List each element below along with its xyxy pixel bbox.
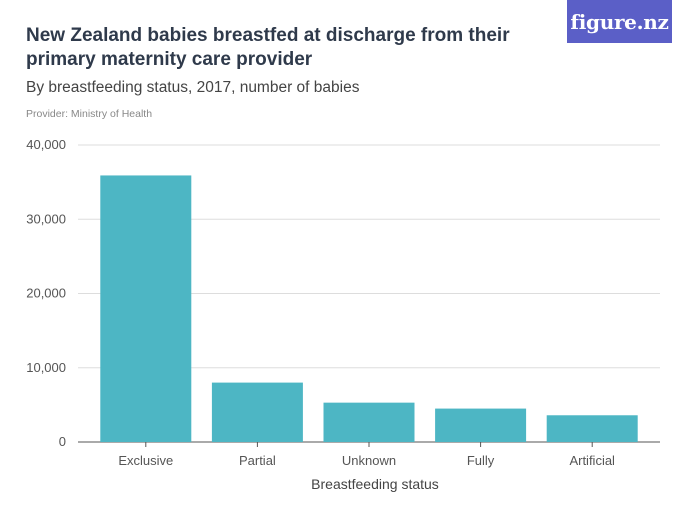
x-tick-label: Unknown bbox=[342, 453, 396, 468]
bar-artificial bbox=[546, 415, 638, 442]
y-tick-label: 0 bbox=[59, 434, 66, 449]
bar-unknown bbox=[323, 402, 415, 442]
figure-nz-logo[interactable]: figure.nz bbox=[567, 0, 672, 43]
x-tick-label: Exclusive bbox=[118, 453, 173, 468]
x-tick-label: Fully bbox=[467, 453, 495, 468]
y-tick-label: 10,000 bbox=[26, 360, 66, 375]
x-tick-label: Partial bbox=[239, 453, 276, 468]
provider-note: Provider: Ministry of Health bbox=[26, 108, 153, 120]
chart-subtitle: By breastfeeding status, 2017, number of… bbox=[26, 79, 360, 96]
bar-exclusive bbox=[100, 175, 192, 442]
y-tick-label: 30,000 bbox=[26, 211, 66, 226]
y-tick-label: 20,000 bbox=[26, 286, 66, 301]
x-axis-title: Breastfeeding status bbox=[311, 476, 439, 492]
bar-partial bbox=[211, 382, 303, 442]
bar-fully bbox=[435, 408, 527, 442]
chart-title: New Zealand babies breastfed at discharg… bbox=[26, 25, 510, 70]
x-tick-label: Artificial bbox=[569, 453, 615, 468]
y-tick-label: 40,000 bbox=[26, 137, 66, 152]
